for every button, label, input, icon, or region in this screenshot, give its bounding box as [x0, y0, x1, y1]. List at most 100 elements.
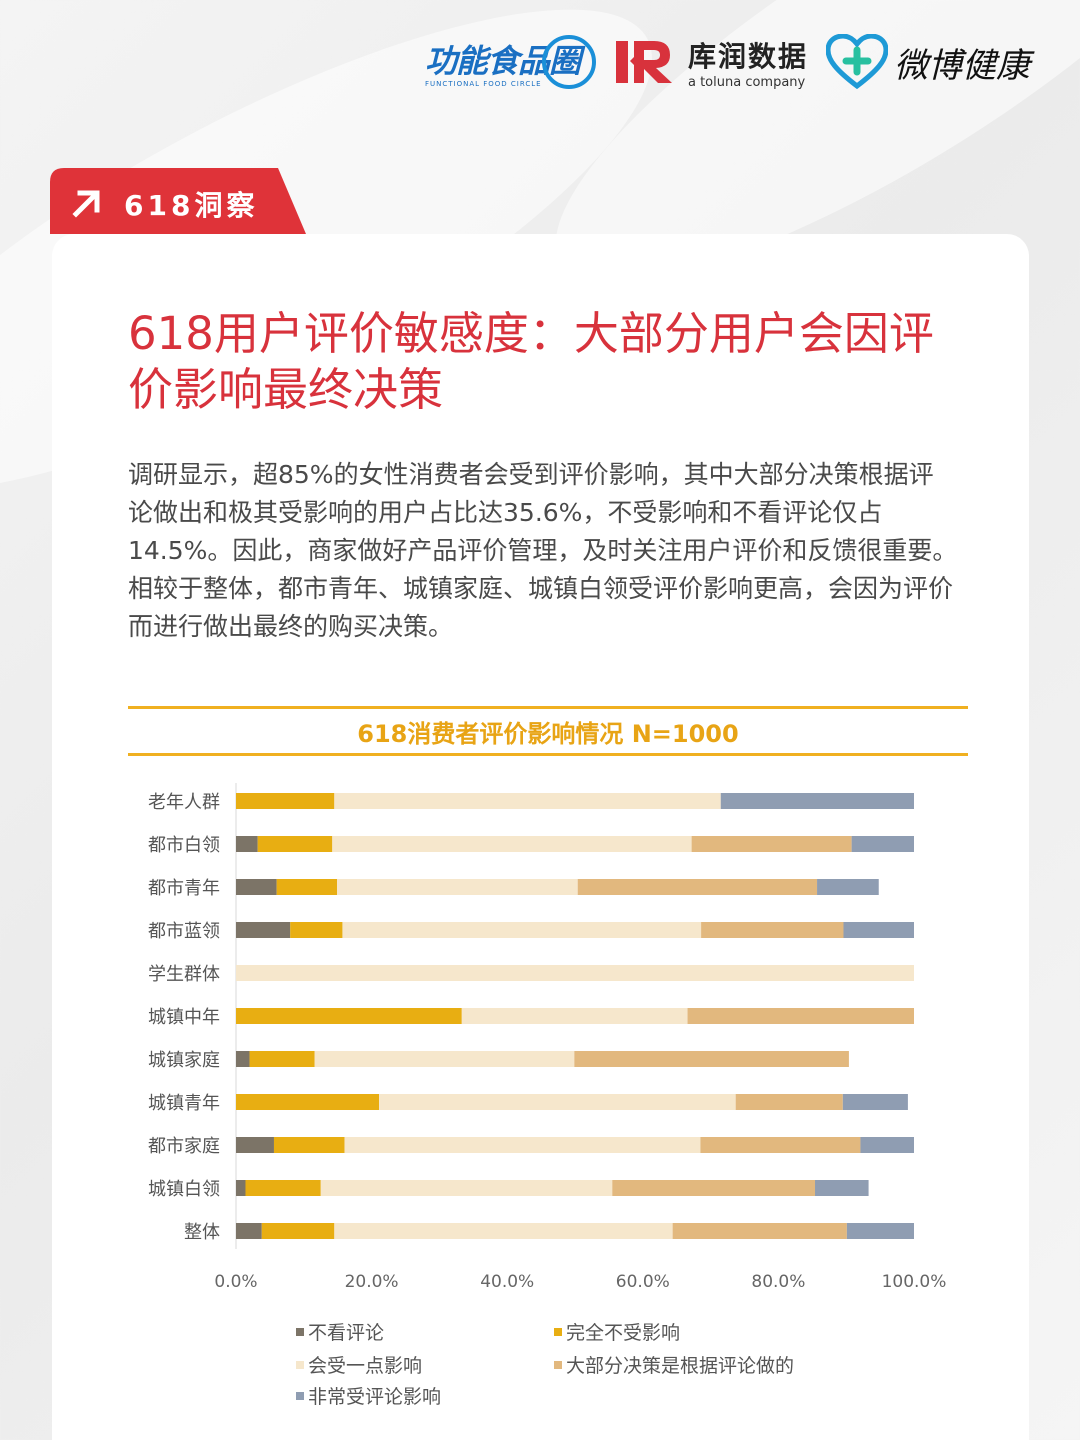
logo-kr-name: 库润数据: [687, 39, 808, 73]
bar-segment: [290, 922, 343, 938]
bar-segment: [236, 1008, 462, 1024]
bar-segment: [334, 793, 721, 809]
legend-label: 非常受评论影响: [308, 1386, 442, 1408]
bar-segment: [735, 1094, 843, 1110]
category-label: 城镇中年: [148, 1007, 220, 1028]
x-tick-label: 0.0%: [214, 1272, 257, 1292]
x-tick-label: 100.0%: [882, 1272, 947, 1292]
legend-item: 非常受评论影响: [296, 1382, 441, 1409]
bar-segment: [843, 922, 914, 938]
logo-kr-subtitle: a toluna company: [687, 74, 806, 90]
category-label: 城镇青年: [148, 1093, 220, 1114]
bar-segment: [720, 793, 914, 809]
stacked-bar-chart: 老年人群都市白领都市青年都市蓝领学生群体城镇中年城镇家庭城镇青年都市家庭城镇白领…: [148, 783, 947, 1292]
legend-swatch: [554, 1327, 562, 1336]
bar-segment: [236, 836, 258, 852]
category-label: 都市家庭: [148, 1136, 220, 1157]
bar-segment: [461, 1008, 688, 1024]
content-card: 618用户评价敏感度：大部分用户会因评价影响最终决策 调研显示，超85%的女性消…: [52, 234, 1029, 1440]
x-tick-label: 80.0%: [751, 1272, 805, 1292]
bar-segment: [687, 1008, 914, 1024]
legend-swatch: [296, 1327, 304, 1336]
chart-title: 618消费者评价影响情况 N=1000: [357, 720, 739, 748]
bar-segment: [257, 836, 333, 852]
bar-segment: [249, 1051, 315, 1067]
bar-segment: [273, 1137, 345, 1153]
legend-swatch: [554, 1360, 562, 1369]
category-label: 城镇白领: [148, 1179, 220, 1200]
bar-segment: [236, 879, 277, 895]
bar-segment: [236, 965, 914, 981]
bar-segment: [245, 1180, 321, 1196]
legend-label: 不看评论: [308, 1322, 385, 1344]
legend-item: 大部分决策是根据评论做的: [554, 1351, 794, 1378]
kurun-data-logo: 库润数据 a toluna company: [614, 35, 808, 90]
category-label: 整体: [184, 1222, 220, 1243]
bar-segment: [691, 836, 852, 852]
arrow-up-right-icon: [72, 190, 100, 218]
legend-item: 完全不受影响: [554, 1318, 680, 1345]
logo-ffc-subtitle: FUNCTIONAL FOOD CIRCLE: [424, 80, 542, 88]
bar-segment: [236, 1223, 262, 1239]
bar-segment: [815, 1180, 869, 1196]
bar-segment: [851, 836, 914, 852]
bar-segment: [842, 1094, 908, 1110]
header-logos: 功能食品圈 FUNCTIONAL FOOD CIRCLE 库润数据 a tolu…: [425, 22, 1030, 102]
legend-swatch: [296, 1391, 304, 1400]
bar-segment: [342, 922, 702, 938]
functional-food-circle-logo: 功能食品圈 FUNCTIONAL FOOD CIRCLE: [425, 35, 596, 89]
category-label: 都市白领: [148, 835, 220, 856]
bar-segment: [612, 1180, 816, 1196]
category-label: 学生群体: [148, 964, 220, 985]
bar-segment: [236, 1137, 274, 1153]
x-tick-label: 20.0%: [345, 1272, 399, 1292]
article-title: 618用户评价敏感度：大部分用户会因评价影响最终决策: [128, 307, 934, 416]
legend-item: 会受一点影响: [296, 1351, 422, 1378]
tab-label: 618洞察: [124, 189, 259, 222]
bar-segment: [314, 1051, 575, 1067]
legend-swatch: [296, 1360, 304, 1369]
category-label: 城镇家庭: [148, 1050, 220, 1071]
bar-segment: [337, 879, 578, 895]
logo-wb-name: 微博健康: [894, 45, 1030, 86]
bar-segment: [577, 879, 818, 895]
article-description: 调研显示，超85%的女性消费者会受到评价影响，其中大部分决策根据评论做出和极其受…: [128, 460, 958, 641]
bar-segment: [261, 1223, 335, 1239]
x-tick-label: 40.0%: [480, 1272, 534, 1292]
bar-segment: [344, 1137, 701, 1153]
legend-label: 大部分决策是根据评论做的: [566, 1355, 795, 1377]
bar-segment: [236, 1094, 380, 1110]
bar-segment: [236, 1180, 246, 1196]
chart-title-top-line: [128, 706, 968, 709]
legend-label: 完全不受影响: [566, 1322, 681, 1344]
ring-icon: [541, 35, 596, 89]
bar-segment: [860, 1137, 914, 1153]
bar-segment: [276, 879, 338, 895]
bar-segment: [236, 922, 291, 938]
bar-segment: [334, 1223, 673, 1239]
heart-plus-icon: [826, 34, 888, 90]
bar-segment: [332, 836, 692, 852]
chart-title-bottom-line: [128, 753, 968, 756]
bar-segment: [574, 1051, 849, 1067]
category-label: 都市蓝领: [148, 921, 220, 942]
bar-segment: [700, 1137, 861, 1153]
legend-item: 不看评论: [296, 1318, 384, 1345]
category-label: 老年人群: [148, 792, 220, 813]
bar-segment: [320, 1180, 613, 1196]
bar-segment: [236, 1051, 250, 1067]
bar-segment: [379, 1094, 736, 1110]
x-tick-label: 60.0%: [616, 1272, 670, 1292]
chart-title-block: 618消费者评价影响情况 N=1000: [128, 706, 968, 756]
bar-segment: [701, 922, 844, 938]
bar-segment: [236, 793, 335, 809]
kr-mark-icon: [615, 41, 672, 83]
bar-segment: [672, 1223, 847, 1239]
weibo-health-logo: 微博健康: [826, 34, 1030, 90]
legend-label: 会受一点影响: [308, 1355, 423, 1377]
bar-segment: [846, 1223, 914, 1239]
category-label: 都市青年: [148, 878, 220, 899]
tab-background: [50, 168, 306, 234]
bar-segment: [817, 879, 879, 895]
section-tab: 618洞察: [50, 168, 306, 234]
